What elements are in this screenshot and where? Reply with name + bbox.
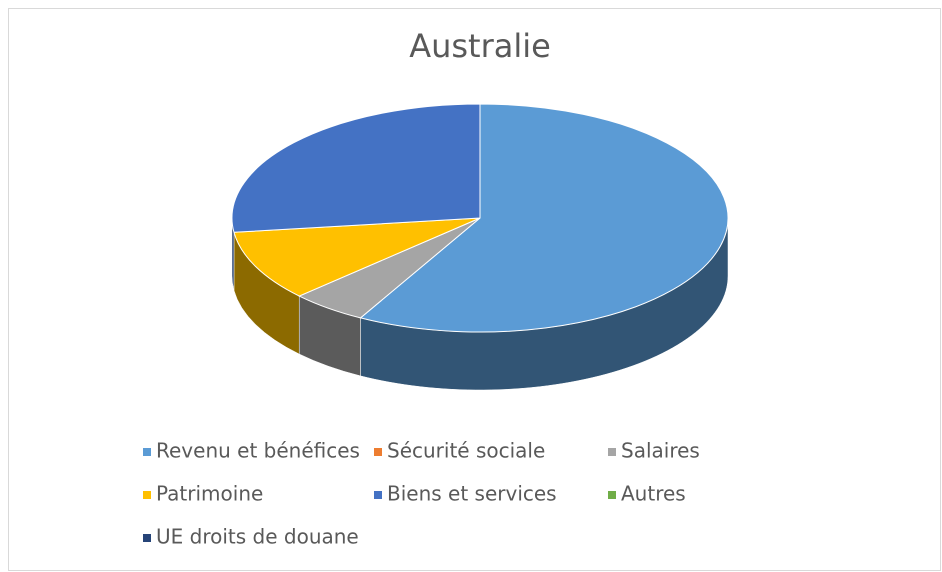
legend-marker (608, 448, 616, 456)
legend-label: Salaires (621, 439, 700, 463)
legend-marker (143, 491, 151, 499)
pie-slice (231, 103, 481, 233)
legend-marker (374, 491, 382, 499)
chart-title: Australie (409, 27, 551, 65)
legend-label: Sécurité sociale (387, 439, 545, 463)
legend-label: Revenu et bénéfices (156, 439, 360, 463)
pie-slice (233, 217, 481, 297)
legend-label: Biens et services (387, 482, 557, 506)
pie-slice (359, 103, 729, 333)
legend-marker (374, 448, 382, 456)
legend-label: Autres (621, 482, 686, 506)
legend-marker (143, 448, 151, 456)
legend-label: Patrimoine (156, 482, 263, 506)
legend-marker (143, 534, 151, 542)
legend-marker (608, 491, 616, 499)
legend-label: UE droits de douane (156, 525, 359, 549)
